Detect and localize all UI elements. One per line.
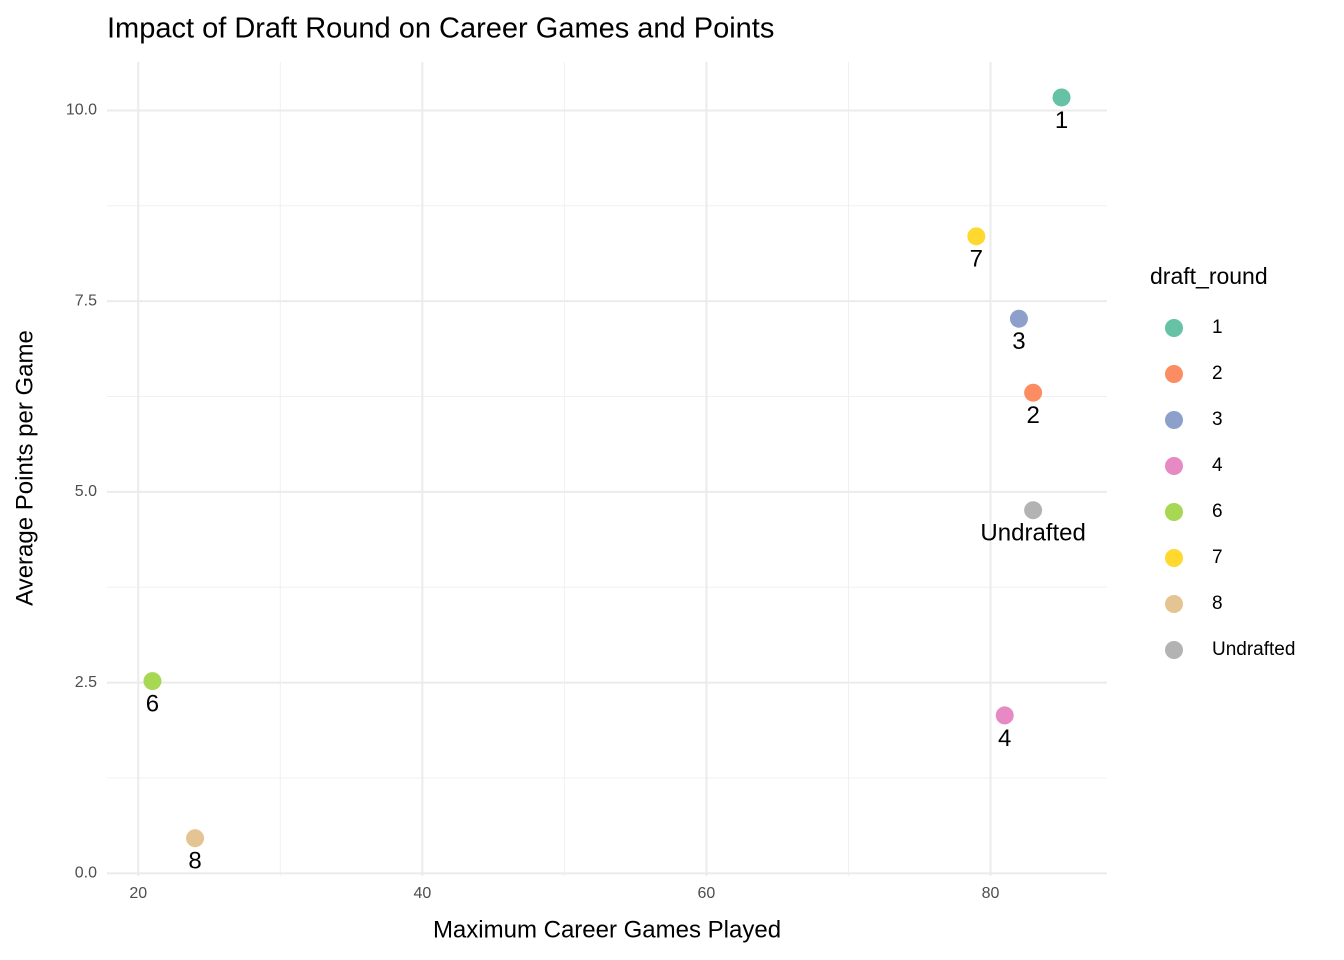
- x-tick-label: 20: [129, 885, 147, 902]
- x-tick-label: 80: [982, 885, 1000, 902]
- legend-label: 7: [1212, 547, 1223, 568]
- x-axis-title: Maximum Career Games Played: [433, 916, 781, 943]
- y-axis-title: Average Points per Game: [11, 330, 38, 606]
- point-label: 7: [970, 246, 983, 273]
- legend-label: Undrafted: [1212, 639, 1295, 660]
- legend-key: [1165, 595, 1183, 613]
- legend-key: [1165, 319, 1183, 337]
- legend-key: [1165, 503, 1183, 521]
- point-label: 8: [188, 848, 201, 875]
- y-tick-label: 2.5: [75, 674, 97, 691]
- legend-label: 2: [1212, 363, 1223, 384]
- point: [1024, 383, 1043, 402]
- y-tick-label: 7.5: [75, 292, 97, 309]
- legend-label: 8: [1212, 593, 1223, 614]
- point: [967, 227, 986, 246]
- x-tick-label: 60: [698, 885, 716, 902]
- point-label: 6: [146, 690, 159, 717]
- point-label: 1: [1055, 107, 1068, 134]
- point: [186, 829, 205, 848]
- legend-label: 1: [1212, 317, 1223, 338]
- legend-key: [1165, 365, 1183, 383]
- y-tick-label: 5.0: [75, 483, 97, 500]
- chart-title: Impact of Draft Round on Career Games an…: [107, 13, 774, 45]
- x-tick-label: 40: [413, 885, 431, 902]
- point-label: Undrafted: [980, 520, 1085, 547]
- legend-key: [1165, 411, 1183, 429]
- point: [1052, 88, 1071, 107]
- y-tick-label: 0.0: [75, 865, 97, 882]
- point-label: 3: [1012, 328, 1025, 355]
- point-label: 4: [998, 725, 1011, 752]
- legend-label: 6: [1212, 501, 1223, 522]
- legend-key: [1165, 549, 1183, 567]
- legend-label: 4: [1212, 455, 1223, 476]
- legend-key: [1165, 457, 1183, 475]
- point: [1009, 309, 1028, 328]
- point: [1024, 501, 1043, 520]
- legend-key: [1165, 641, 1183, 659]
- point: [143, 672, 162, 691]
- point: [995, 706, 1014, 725]
- legend-title: draft_round: [1150, 263, 1268, 289]
- y-tick-label: 10.0: [66, 102, 97, 119]
- legend-label: 3: [1212, 409, 1223, 430]
- point-label: 2: [1026, 402, 1039, 429]
